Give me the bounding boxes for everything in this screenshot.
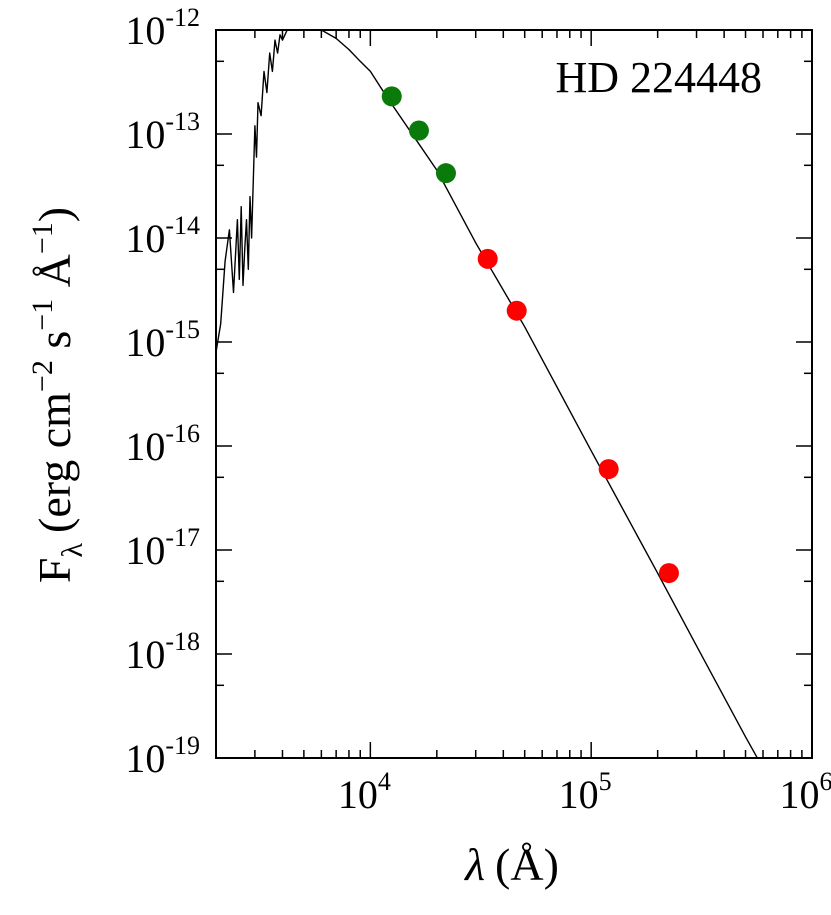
photometry-point <box>381 86 402 107</box>
photometry-point <box>598 459 619 480</box>
y-tick-label-base: 10 <box>125 528 165 573</box>
x-tick-label-exp: 5 <box>599 767 612 796</box>
y-tick-label: 10-13 <box>125 107 200 157</box>
y-axis-subscript: λ <box>56 543 89 558</box>
y-tick-label-exp: -17 <box>165 523 200 552</box>
x-axis-title: λ (Å) <box>463 839 559 890</box>
x-tick-label-exp: 6 <box>820 767 831 796</box>
y-tick-label-base: 10 <box>125 424 165 469</box>
axis-ticks <box>215 29 812 759</box>
y-axis-exp2: −1 <box>26 299 59 331</box>
y-tick-label-base: 10 <box>125 632 165 677</box>
y-tick-label: 10-12 <box>125 3 200 53</box>
x-tick-label: 104 <box>338 767 391 817</box>
y-axis-title: Fλ(erg cm−2 s−1 Å−1) <box>26 207 89 583</box>
y-tick-label-exp: -18 <box>165 627 200 656</box>
y-tick-label-base: 10 <box>125 736 165 781</box>
y-tick-label: 10-18 <box>125 627 200 677</box>
plot-frame <box>215 29 813 759</box>
x-tick-label: 106 <box>780 767 831 817</box>
y-tick-label: 10-14 <box>125 211 200 261</box>
y-axis-symbol: F <box>29 558 80 584</box>
photometry-point <box>477 248 498 269</box>
tick-labels: 104 105 10610-1210-1310-1410-1510-1610-171… <box>125 3 831 817</box>
y-tick-label-exp: -19 <box>165 731 200 760</box>
y-axis-s: s <box>29 331 80 360</box>
x-tick-label-base: 10 <box>338 772 378 817</box>
x-tick-label: 105 <box>559 767 612 817</box>
series-layer <box>216 30 759 758</box>
y-axis-close: ) <box>29 207 80 222</box>
x-tick-label-exp: 4 <box>378 767 391 796</box>
x-tick-label-base: 10 <box>780 772 820 817</box>
model-spectrum-line <box>216 30 759 758</box>
photometry-point <box>506 300 527 321</box>
y-tick-label-base: 10 <box>125 216 165 261</box>
x-axis-symbol: λ <box>463 839 485 890</box>
y-tick-label-exp: -15 <box>165 315 200 344</box>
y-tick-label-exp: -13 <box>165 107 200 136</box>
y-tick-label-base: 10 <box>125 8 165 53</box>
y-axis-angstrom: Å <box>29 254 80 299</box>
plot-data <box>216 30 759 758</box>
y-tick-label: 10-17 <box>125 523 200 573</box>
y-tick-label-base: 10 <box>125 112 165 157</box>
y-tick-label-exp: -12 <box>165 3 200 32</box>
star-name-label: HD 224448 <box>555 53 762 102</box>
y-axis-exp3: −1 <box>26 222 59 254</box>
photometry-point <box>408 120 429 141</box>
y-tick-label: 10-15 <box>125 315 200 365</box>
y-tick-label-base: 10 <box>125 320 165 365</box>
photometry-point <box>658 563 679 584</box>
photometry-point <box>435 163 456 184</box>
x-axis-unit: (Å) <box>495 839 559 890</box>
y-tick-label-exp: -16 <box>165 419 200 448</box>
y-tick-label: 10-19 <box>125 731 200 781</box>
y-axis-unit: (erg cm <box>29 392 80 533</box>
y-axis-exp1: −2 <box>26 360 59 392</box>
y-tick-label: 10-16 <box>125 419 200 469</box>
x-tick-label-base: 10 <box>559 772 599 817</box>
y-tick-label-exp: -14 <box>165 211 200 240</box>
